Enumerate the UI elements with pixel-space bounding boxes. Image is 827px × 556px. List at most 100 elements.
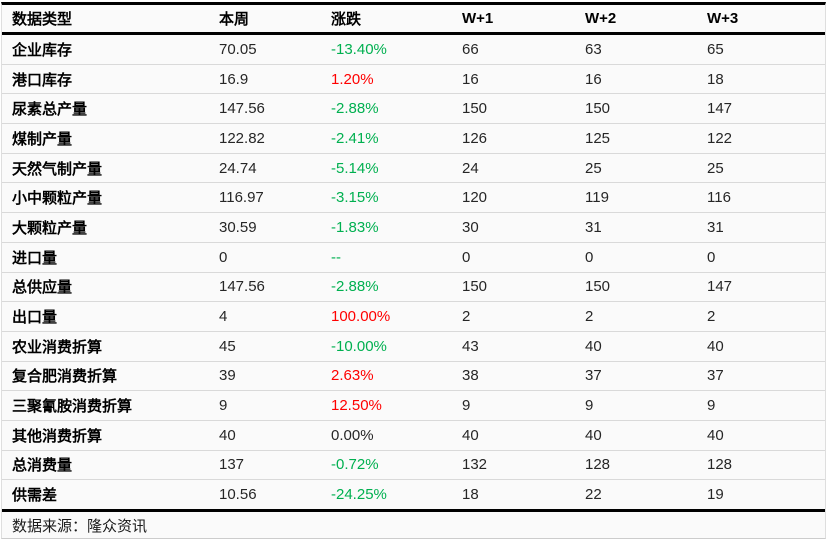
table-header: 数据类型 本周 涨跌 W+1 W+2 W+3 bbox=[2, 5, 825, 35]
row-label: 出口量 bbox=[2, 301, 209, 332]
table-row: 天然气制产量 24.74 -5.14% 24 25 25 bbox=[2, 152, 825, 183]
header-data-type: 数据类型 bbox=[2, 5, 209, 35]
current-week-value: 4 bbox=[209, 301, 321, 332]
table-row: 其他消费折算 40 0.00% 40 40 40 bbox=[2, 419, 825, 451]
header-change: 涨跌 bbox=[321, 5, 452, 35]
change-value: 2.63% bbox=[321, 360, 452, 391]
change-value: 0.00% bbox=[321, 419, 452, 451]
w3-value: 25 bbox=[697, 152, 825, 183]
change-value: 1.20% bbox=[321, 63, 452, 94]
w3-value: 40 bbox=[697, 330, 825, 362]
w2-value: 9 bbox=[575, 390, 697, 421]
w2-value: 40 bbox=[575, 330, 697, 362]
w1-value: 18 bbox=[452, 479, 575, 511]
table-row: 港口库存 16.9 1.20% 16 16 18 bbox=[2, 63, 825, 94]
w2-value: 40 bbox=[575, 419, 697, 451]
change-value: -10.00% bbox=[321, 330, 452, 362]
w1-value: 126 bbox=[452, 123, 575, 154]
table-row: 农业消费折算 45 -10.00% 43 40 40 bbox=[2, 330, 825, 362]
w2-value: 25 bbox=[575, 152, 697, 183]
w2-value: 37 bbox=[575, 360, 697, 391]
row-label: 大颗粒产量 bbox=[2, 212, 209, 243]
table-row: 煤制产量 122.82 -2.41% 126 125 122 bbox=[2, 123, 825, 154]
w3-value: 31 bbox=[697, 212, 825, 243]
current-week-value: 70.05 bbox=[219, 40, 257, 58]
change-value: -2.88% bbox=[321, 271, 452, 302]
change-value: -2.88% bbox=[321, 93, 452, 124]
row-label: 总供应量 bbox=[2, 271, 209, 302]
row-label: 进口量 bbox=[2, 241, 209, 272]
row-label: 港口库存 bbox=[2, 63, 209, 94]
w3-value: 40 bbox=[697, 419, 825, 451]
w2-value: 0 bbox=[575, 241, 697, 272]
row-label: 农业消费折算 bbox=[2, 330, 209, 362]
change-value: -0.72% bbox=[321, 449, 452, 480]
w1-value: 43 bbox=[452, 330, 575, 362]
w1-value: 150 bbox=[452, 93, 575, 124]
change-value: -5.14% bbox=[321, 152, 452, 183]
change-value: -24.25% bbox=[321, 479, 452, 511]
row-label: 总消费量 bbox=[2, 449, 209, 480]
table-row: 尿素总产量 147.56 -2.88% 150 150 147 bbox=[2, 93, 825, 124]
current-week-value: 40 bbox=[209, 419, 321, 451]
w1-value: 132 bbox=[452, 449, 575, 480]
w3-value: 19 bbox=[697, 479, 825, 511]
source-note: 数据来源：隆众资讯 bbox=[2, 509, 825, 538]
w3-value: 0 bbox=[697, 241, 825, 272]
table-footer: 数据来源：隆众资讯 bbox=[2, 509, 825, 538]
w2-value: 22 bbox=[575, 479, 697, 511]
row-label: 煤制产量 bbox=[2, 123, 209, 154]
header-w3: W+3 bbox=[697, 5, 825, 35]
current-week-value: 122.82 bbox=[209, 123, 321, 154]
table-row: 大颗粒产量 30.59 -1.83% 30 31 31 bbox=[2, 212, 825, 243]
change-value: -1.83% bbox=[321, 212, 452, 243]
table-row: 小中颗粒产量 116.97 -3.15% 120 119 116 bbox=[2, 182, 825, 213]
w1-value: 24 bbox=[452, 152, 575, 183]
current-week-value: 24.74 bbox=[209, 152, 321, 183]
table-row: 出口量 4 100.00% 2 2 2 bbox=[2, 301, 825, 332]
source-row: 数据来源：隆众资讯 bbox=[2, 509, 825, 538]
w1-value: 38 bbox=[452, 360, 575, 391]
w2-value: 2 bbox=[575, 301, 697, 332]
row-label: 供需差 bbox=[2, 479, 209, 511]
table-row: 总消费量 137 -0.72% 132 128 128 bbox=[2, 449, 825, 480]
w1-value: 40 bbox=[452, 419, 575, 451]
w3-value: 147 bbox=[697, 93, 825, 124]
current-week-value: 10.56 bbox=[209, 479, 321, 511]
w1-value: 120 bbox=[452, 182, 575, 213]
w1-value: 9 bbox=[452, 390, 575, 421]
row-label: 天然气制产量 bbox=[2, 152, 209, 183]
w1-value: 16 bbox=[452, 63, 575, 94]
data-table: 数据类型 本周 涨跌 W+1 W+2 W+3 企业库存 70.05 -13.40% 6… bbox=[2, 5, 825, 538]
row-label: 其他消费折算 bbox=[2, 419, 209, 451]
w3-value: 122 bbox=[697, 123, 825, 154]
w3-value: 128 bbox=[697, 449, 825, 480]
row-label: 尿素总产量 bbox=[2, 93, 209, 124]
header-w1: W+1 bbox=[452, 5, 575, 35]
current-week-value: 39 bbox=[209, 360, 321, 391]
table-row: 三聚氰胺消费折算 9 12.50% 9 9 9 bbox=[2, 390, 825, 421]
w3-value: 37 bbox=[697, 360, 825, 391]
change-value: -- bbox=[321, 241, 452, 272]
w3-value: 9 bbox=[697, 390, 825, 421]
w3-value: 116 bbox=[697, 182, 825, 213]
w2-value: 63 bbox=[585, 40, 602, 58]
current-week-value: 16.9 bbox=[209, 63, 321, 94]
row-label: 小中颗粒产量 bbox=[2, 182, 209, 213]
change-value: -3.15% bbox=[321, 182, 452, 213]
w3-value: 65 bbox=[707, 40, 724, 58]
current-week-value: 45 bbox=[209, 330, 321, 362]
current-week-value: 147.56 bbox=[209, 93, 321, 124]
header-current-week: 本周 bbox=[209, 5, 321, 35]
table-row: 复合肥消费折算 39 2.63% 38 37 37 bbox=[2, 360, 825, 391]
current-week-value: 30.59 bbox=[209, 212, 321, 243]
w2-value: 128 bbox=[575, 449, 697, 480]
w3-value: 2 bbox=[697, 301, 825, 332]
current-week-value: 137 bbox=[209, 449, 321, 480]
w1-value: 0 bbox=[452, 241, 575, 272]
w2-value: 125 bbox=[575, 123, 697, 154]
current-week-value: 0 bbox=[209, 241, 321, 272]
current-week-value: 116.97 bbox=[209, 182, 321, 213]
w1-value: 30 bbox=[452, 212, 575, 243]
row-label: 企业库存 bbox=[12, 41, 73, 59]
